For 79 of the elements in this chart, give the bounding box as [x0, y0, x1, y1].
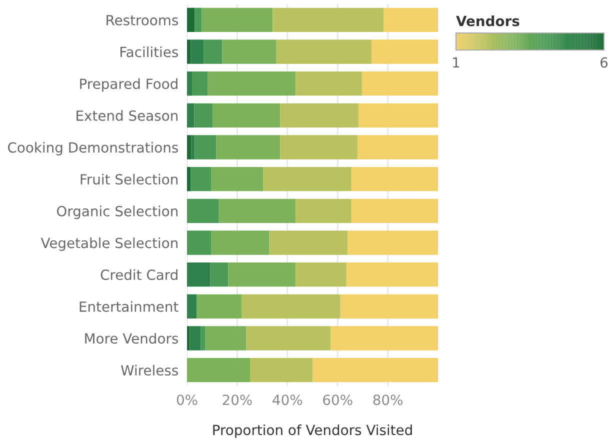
bar [351, 166, 438, 192]
y-tick-label: Entertainment [80, 301, 178, 312]
x-tick-label: 60% [323, 394, 352, 406]
bar [187, 230, 212, 255]
bar [296, 198, 352, 224]
y-tick-label: Credit Card [100, 269, 178, 280]
bar [211, 230, 270, 255]
bar [372, 40, 438, 64]
bar [192, 71, 208, 96]
bar [358, 103, 438, 128]
bar [263, 166, 352, 192]
color-bar-label: 1 [453, 57, 460, 68]
bar [276, 40, 372, 64]
x-tick-label: 80% [373, 394, 402, 406]
y-tick-label: Cooking Demonstrations [8, 142, 178, 156]
bar [362, 71, 438, 96]
y-tick-label: Facilities [120, 46, 178, 58]
bar [187, 294, 197, 319]
color-bar-label: 6 [600, 57, 608, 68]
bar [228, 262, 296, 287]
bar [200, 326, 206, 350]
bar [204, 40, 222, 64]
bar [187, 166, 191, 192]
bar [187, 40, 191, 64]
y-tick-label: More Vendors [85, 332, 178, 344]
bar [218, 198, 296, 224]
y-tick-label: Prepared Food [80, 78, 178, 92]
bar [340, 294, 438, 319]
bar [351, 198, 438, 224]
bar [187, 198, 219, 224]
bar [346, 262, 438, 287]
y-tick-label: Wireless [121, 364, 178, 376]
x-axis-title: Proportion of Vendors Visited [213, 424, 412, 438]
bar [196, 294, 242, 319]
bar [384, 8, 438, 32]
bar [246, 326, 331, 350]
bar [194, 135, 216, 160]
bar [250, 358, 313, 382]
color-bar-title: Vendors [456, 16, 520, 26]
x-tick-label: 0% [176, 394, 198, 406]
bar [187, 135, 192, 160]
bar [190, 166, 212, 192]
bar [269, 230, 348, 255]
bar [187, 358, 250, 382]
bar [212, 103, 280, 128]
bar [187, 103, 194, 128]
bar [211, 166, 264, 192]
bar [312, 358, 438, 382]
bar [187, 326, 190, 350]
bar [190, 326, 201, 350]
bar [205, 326, 246, 350]
bar [187, 71, 192, 96]
bar [208, 71, 296, 96]
y-tick-label: Extend Season [76, 110, 178, 121]
bar [187, 262, 210, 287]
bar [330, 326, 438, 350]
bar [296, 71, 362, 96]
bar [280, 135, 358, 160]
bar [272, 8, 384, 32]
y-tick-label: Fruit Selection [80, 174, 178, 185]
y-tick-label: Restrooms [106, 15, 178, 26]
bar [216, 135, 280, 160]
bar [194, 8, 202, 32]
bar [194, 103, 213, 128]
bar [348, 230, 438, 255]
bar [191, 135, 195, 160]
bar [202, 8, 273, 32]
bar [296, 262, 346, 287]
bar [187, 8, 195, 32]
bar [241, 294, 340, 319]
y-tick-label: Organic Selection [57, 206, 178, 220]
x-tick-label: 40% [272, 394, 302, 406]
bar [280, 103, 358, 128]
bar [357, 135, 438, 160]
bar [190, 40, 204, 64]
bar [210, 262, 228, 287]
bar [222, 40, 276, 64]
x-tick-label: 20% [222, 394, 252, 406]
y-tick-label: Vegetable Selection [40, 237, 178, 251]
